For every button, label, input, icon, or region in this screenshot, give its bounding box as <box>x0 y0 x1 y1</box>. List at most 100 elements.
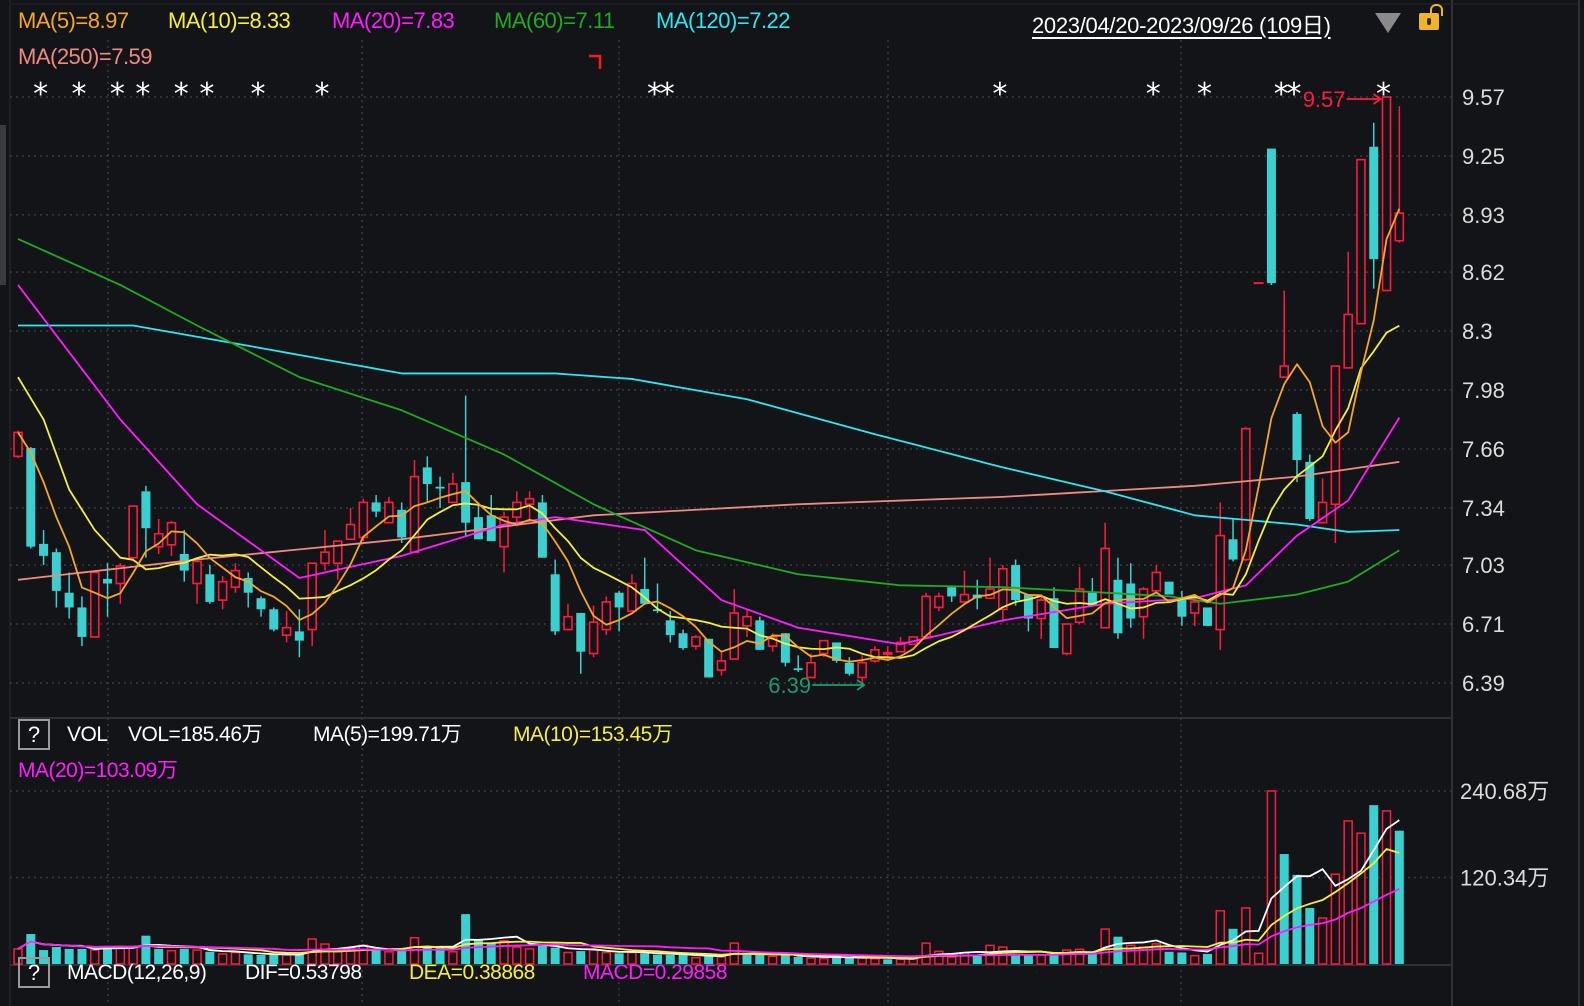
candle[interactable] <box>448 472 458 504</box>
candle[interactable] <box>1266 148 1276 285</box>
candle[interactable] <box>269 607 279 632</box>
candle[interactable] <box>588 605 599 658</box>
candle[interactable] <box>1113 557 1123 639</box>
candle[interactable] <box>1036 596 1046 639</box>
candle[interactable] <box>742 609 752 637</box>
volume-bar-down <box>1023 955 1033 964</box>
candle[interactable] <box>26 447 36 549</box>
candle[interactable] <box>64 572 74 619</box>
candle[interactable] <box>1189 598 1200 626</box>
candle[interactable] <box>103 563 113 617</box>
candle[interactable] <box>486 495 496 542</box>
candle[interactable] <box>1253 282 1264 285</box>
candle[interactable] <box>384 496 394 524</box>
candle[interactable] <box>563 603 573 631</box>
candle[interactable] <box>1317 478 1328 524</box>
candle[interactable] <box>601 596 612 636</box>
candle[interactable] <box>1074 566 1085 625</box>
candle[interactable] <box>205 565 215 604</box>
candle[interactable] <box>1011 559 1021 606</box>
candle[interactable] <box>1356 158 1366 325</box>
candle[interactable] <box>461 395 471 536</box>
candle[interactable] <box>397 502 407 543</box>
candle[interactable] <box>627 574 637 612</box>
candle[interactable] <box>576 612 586 674</box>
candle[interactable] <box>51 548 61 608</box>
candle[interactable] <box>166 520 177 556</box>
candle[interactable] <box>806 653 816 679</box>
candle[interactable] <box>307 562 317 647</box>
macd-help-button[interactable]: ? <box>18 957 50 988</box>
candle[interactable] <box>985 557 995 600</box>
candle[interactable] <box>256 596 266 617</box>
candle[interactable] <box>614 590 624 632</box>
candle[interactable] <box>780 633 790 667</box>
candle[interactable] <box>77 596 87 647</box>
candle[interactable] <box>1126 563 1136 628</box>
candle[interactable] <box>998 565 1008 623</box>
volume-bar-down <box>576 951 586 964</box>
candle[interactable] <box>1292 412 1302 483</box>
candle[interactable] <box>217 576 228 610</box>
candle[interactable] <box>793 655 803 672</box>
volume-bar-up <box>320 943 330 965</box>
candle[interactable] <box>1023 594 1033 632</box>
candle[interactable] <box>691 635 701 650</box>
candle[interactable] <box>921 592 931 638</box>
candle[interactable] <box>115 563 126 604</box>
candle[interactable] <box>1164 581 1174 595</box>
candle[interactable] <box>141 485 151 558</box>
candle[interactable] <box>345 507 356 541</box>
candle[interactable] <box>1151 565 1162 592</box>
candle[interactable] <box>1228 518 1238 562</box>
candle[interactable] <box>1241 426 1251 562</box>
candle[interactable] <box>716 651 727 676</box>
candle[interactable] <box>422 456 432 503</box>
unlock-icon[interactable] <box>1419 4 1443 30</box>
candle[interactable] <box>1381 96 1392 292</box>
candle[interactable] <box>153 518 164 555</box>
candle[interactable] <box>972 579 982 610</box>
candle-body-up <box>716 660 727 671</box>
candle[interactable] <box>13 430 23 459</box>
candle[interactable] <box>1215 502 1226 650</box>
candle[interactable] <box>371 495 381 518</box>
candle[interactable] <box>1100 522 1110 629</box>
candle[interactable] <box>947 587 957 602</box>
candle[interactable] <box>1202 607 1212 626</box>
candle[interactable] <box>294 609 304 658</box>
candle[interactable] <box>243 572 253 608</box>
candle[interactable] <box>281 611 292 643</box>
candle[interactable] <box>39 530 49 566</box>
triangle-down-icon[interactable] <box>1375 13 1401 33</box>
candle[interactable] <box>704 638 714 678</box>
volume-bar-down <box>1087 954 1097 964</box>
candle[interactable] <box>89 570 100 638</box>
candle[interactable] <box>1394 106 1405 243</box>
date-range-selector[interactable]: 2023/04/20-2023/09/26 (109日) <box>1032 13 1331 38</box>
candle[interactable] <box>1343 251 1353 369</box>
candle[interactable] <box>870 646 880 663</box>
candle[interactable] <box>192 560 202 604</box>
candle[interactable] <box>435 476 445 508</box>
candle[interactable] <box>678 629 688 650</box>
candle[interactable] <box>550 559 560 636</box>
candle[interactable] <box>332 540 343 580</box>
candle[interactable] <box>1177 590 1187 626</box>
candle[interactable] <box>179 530 189 582</box>
candle-body-up <box>601 601 612 631</box>
candle[interactable] <box>128 505 138 562</box>
candle[interactable] <box>1061 623 1072 656</box>
candle[interactable] <box>844 657 854 676</box>
candle[interactable] <box>320 530 330 571</box>
candle[interactable] <box>934 592 944 612</box>
candle[interactable] <box>537 495 547 558</box>
candle[interactable] <box>1279 290 1290 378</box>
candle[interactable] <box>1369 122 1379 289</box>
candle[interactable] <box>1049 587 1059 648</box>
volume-help-button[interactable]: ? <box>18 719 50 750</box>
left-scrollbar[interactable] <box>0 125 6 285</box>
candle[interactable] <box>1330 365 1341 543</box>
candle-body-down <box>26 448 36 547</box>
